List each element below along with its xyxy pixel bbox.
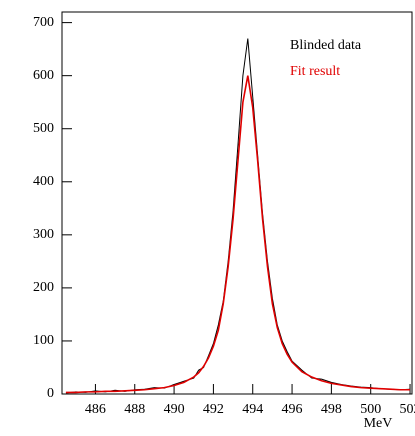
y-tick-label: 200: [33, 280, 54, 295]
y-tick-label: 0: [47, 386, 54, 401]
y-tick-label: 500: [33, 121, 54, 136]
x-tick-label: 496: [282, 402, 303, 417]
series-line: [65, 38, 411, 394]
x-tick-label: 494: [242, 402, 263, 417]
x-tick-label: 492: [203, 402, 224, 417]
series-line: [65, 75, 411, 394]
y-tick-label: 400: [33, 174, 54, 189]
y-tick-label: 100: [33, 333, 54, 348]
x-tick-label: 488: [124, 402, 145, 417]
x-tick-label: 490: [164, 402, 185, 417]
y-tick-label: 600: [33, 68, 54, 83]
legend-entry: Fit result: [290, 64, 340, 79]
x-tick-label: 486: [85, 402, 106, 417]
plot-frame: [61, 11, 413, 395]
x-tick-label: 498: [321, 402, 342, 417]
y-tick-label: 700: [33, 15, 54, 30]
x-tick-label: 502: [400, 402, 415, 417]
y-tick-label: 300: [33, 227, 54, 242]
x-axis-label: MeV: [364, 416, 393, 431]
x-tick-label: 500: [360, 402, 381, 417]
legend-entry: Blinded data: [290, 38, 362, 53]
